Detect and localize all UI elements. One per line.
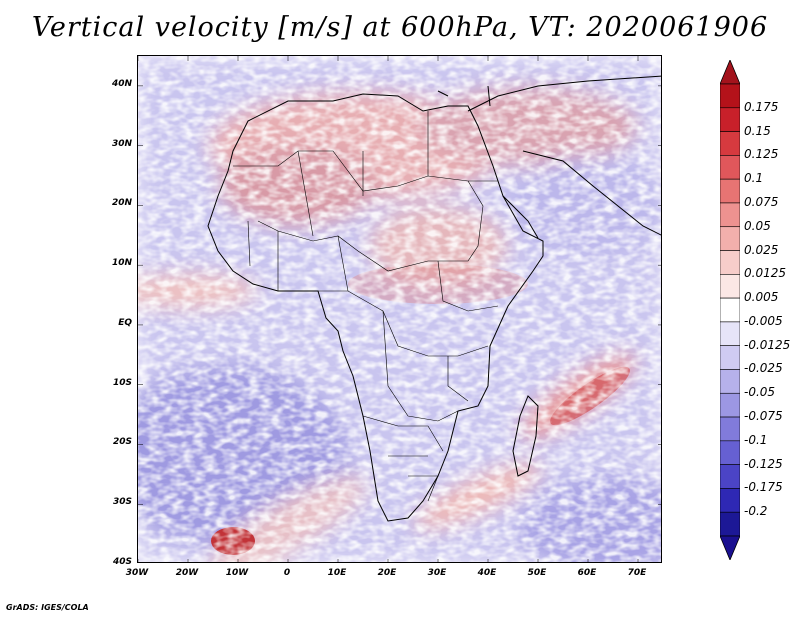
graticule-ticks: [138, 56, 661, 562]
lon-label: 30W: [125, 568, 149, 578]
lon-label: 40E: [477, 568, 497, 578]
colorbar-level-label: -0.05: [744, 385, 776, 400]
colorbar-swatch: [720, 369, 740, 394]
colorbar-swatch: [720, 321, 740, 346]
colorbar-level-label: -0.025: [744, 361, 783, 376]
lon-label: 10W: [225, 568, 249, 578]
lon-label: 50E: [527, 568, 547, 578]
map-title: Vertical velocity [m/s] at 600hPa, VT: 2…: [31, 12, 769, 43]
colorbar-level-label: 0.1: [744, 171, 764, 186]
colorbar-level-label: -0.005: [744, 313, 783, 328]
colorbar-swatch: [720, 83, 740, 109]
colorbar-level-label: -0.175: [744, 480, 783, 495]
lon-label: 0: [283, 568, 291, 578]
colorbar-swatch: [720, 274, 740, 299]
lon-label: 20E: [377, 568, 397, 578]
colorbar-swatch: [720, 345, 740, 370]
colorbar-level-label: 0.05: [744, 218, 771, 233]
colorbar-swatch: [720, 416, 740, 442]
colorbar-swatch: [720, 392, 740, 418]
vertical-velocity-map: [137, 55, 662, 563]
colorbar-swatch: [720, 226, 740, 251]
lon-label: 30E: [427, 568, 447, 578]
colorbar-bottom-arrow: [720, 535, 740, 560]
colorbar-level-label: -0.075: [744, 409, 783, 424]
colorbar-level-label: 0.005: [744, 290, 779, 305]
colorbar-swatch: [720, 511, 740, 537]
lon-label: 10E: [327, 568, 347, 578]
colorbar-swatch: [720, 250, 740, 275]
lat-label: 20N: [111, 198, 132, 209]
colorbar-swatch: [720, 202, 740, 228]
lat-label: 30N: [111, 138, 132, 149]
colorbar-top-arrow: [720, 60, 740, 85]
colorbar-swatch: [720, 178, 740, 204]
colorbar-swatch: [720, 131, 740, 156]
colorbar-level-label: 0.125: [744, 147, 779, 162]
streak-texture: [138, 56, 661, 562]
colorbar-swatch: [720, 297, 740, 323]
lon-label: 70E: [627, 568, 647, 578]
colorbar-swatch: [720, 440, 740, 465]
colorbar-level-label: 0.025: [744, 242, 779, 257]
coastlines: [207, 75, 661, 522]
colorbar-level-label: -0.125: [744, 456, 783, 471]
colorbar-level-label: 0.075: [744, 194, 779, 209]
colorbar-level-label: -0.0125: [744, 337, 791, 352]
colorbar-level-label: -0.1: [744, 432, 768, 447]
colorbar-swatch: [720, 488, 740, 513]
lat-label: EQ: [118, 317, 132, 328]
lat-label: 10N: [111, 258, 132, 269]
lat-label: 40N: [111, 78, 132, 89]
colorbar: [720, 60, 740, 560]
colorbar-swatch: [720, 155, 740, 180]
lat-label: 20S: [112, 437, 132, 448]
lat-label: 10S: [112, 377, 132, 388]
country-borders: [233, 111, 499, 502]
colorbar-level-label: 0.175: [744, 99, 779, 114]
colorbar-swatch: [720, 464, 740, 489]
map-canvas: [138, 56, 661, 562]
lat-label: 30S: [112, 497, 132, 508]
lon-label: 20W: [175, 568, 199, 578]
colorbar-level-label: -0.2: [744, 504, 768, 519]
lat-label: 40S: [112, 557, 132, 567]
credit-label: GrADS: IGES/COLA: [6, 603, 89, 612]
madagascar: [512, 395, 539, 477]
colorbar-level-label: 0.0125: [744, 266, 786, 281]
colorbar-swatch: [720, 107, 740, 132]
lon-label: 60E: [577, 568, 597, 578]
colorbar-level-label: 0.15: [744, 123, 771, 138]
